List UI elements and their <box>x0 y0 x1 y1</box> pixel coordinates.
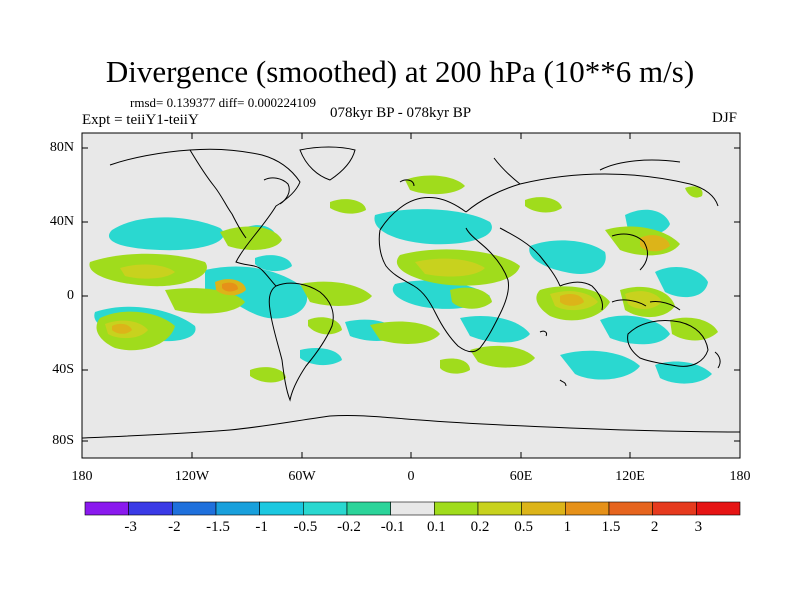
period-label: 078kyr BP - 078kyr BP <box>330 105 472 121</box>
lon-label: 0 <box>407 469 415 484</box>
experiment-label: Expt = teiiY1-teiiY <box>82 112 199 128</box>
colorbar-swatch <box>215 501 260 516</box>
lon-label: 60E <box>509 469 533 484</box>
lat-label: 80S <box>52 433 74 448</box>
colorbar-label: 0.1 <box>426 519 446 535</box>
colorbar-swatch <box>172 501 217 516</box>
lat-label: 80N <box>49 140 74 155</box>
colorbar-label: -0.2 <box>337 519 361 535</box>
colorbar-swatch <box>84 501 129 516</box>
colorbar-swatch <box>477 501 522 516</box>
axis-ticks <box>81 133 741 458</box>
colorbar-label: 0.5 <box>514 519 534 535</box>
colorbar-swatch <box>565 501 610 516</box>
lon-label: 180 <box>729 469 751 484</box>
colorbar-label: -1 <box>255 519 268 535</box>
stats-label: rmsd= 0.139377 diff= 0.000224109 <box>130 95 316 110</box>
colorbar-swatch <box>521 501 566 516</box>
lat-label: 40N <box>49 214 74 229</box>
lon-label: 120W <box>174 469 210 484</box>
colorbar-swatch <box>259 501 304 516</box>
plot-title: Divergence (smoothed) at 200 hPa (10**6 … <box>105 54 695 89</box>
colorbar-swatch <box>608 501 653 516</box>
colorbar-swatch <box>652 501 697 516</box>
field-patches <box>82 146 740 439</box>
colorbar-label: -1.5 <box>206 519 230 535</box>
positive-strong-patches <box>112 235 670 334</box>
colorbar-label: -0.1 <box>380 519 405 535</box>
lon-label: 60W <box>288 469 316 484</box>
season-label: DJF <box>712 110 738 126</box>
lat-label: 40S <box>52 362 74 377</box>
colorbar-swatch <box>434 501 479 516</box>
colorbar-label: 0.2 <box>470 519 490 535</box>
colorbar-swatch <box>128 501 173 516</box>
colorbar-swatch <box>696 501 741 516</box>
lon-label: 180 <box>71 469 93 484</box>
coastlines <box>82 146 740 439</box>
colorbar-swatch <box>390 501 435 516</box>
colorbar-swatch <box>346 501 391 516</box>
colorbar-label: 1 <box>563 519 572 535</box>
colorbar-swatch <box>303 501 348 516</box>
colorbar-label: 2 <box>650 519 659 535</box>
negative-patches <box>94 209 712 384</box>
positive-max-patches <box>222 282 238 292</box>
colorbar-label: 1.5 <box>601 519 621 535</box>
colorbar-label: -3 <box>124 519 137 535</box>
colorbar-label: 3 <box>694 519 703 535</box>
colorbar-label: -0.5 <box>293 519 318 535</box>
colorbar-label: -2 <box>168 519 181 535</box>
lon-label: 120E <box>615 469 645 484</box>
lat-label: 0 <box>67 288 74 303</box>
